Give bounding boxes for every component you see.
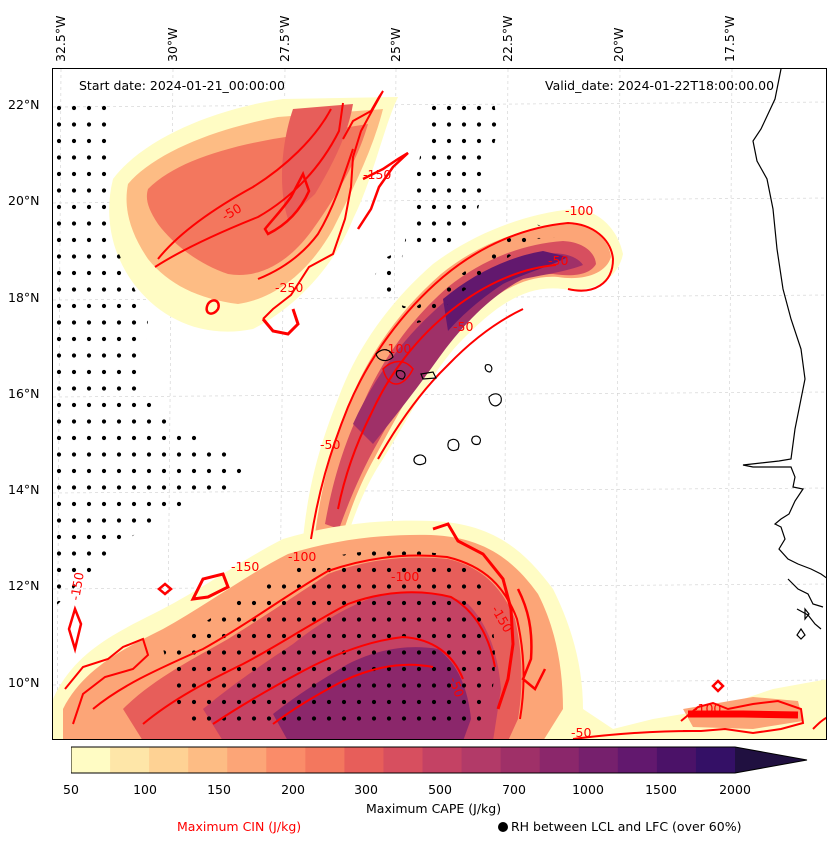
colorbar-cell [110,747,150,773]
cin-label: -100 [693,701,721,716]
cin-label: -50 [320,437,340,452]
rh-legend-label: RH between LCL and LFC (over 60%) [511,819,742,834]
map-canvas: -50 -100 -150 -250 -50 -100 -150 -50 -10… [53,69,826,740]
cin-legend-label: Maximum CIN (J/kg) [177,819,302,834]
colorbar-cell [461,747,502,773]
colorbar-tick: 700 [502,782,526,797]
valid-date: Valid_date: 2024-01-22T18:00:00.00 [545,78,775,93]
colorbar-cell [71,747,111,773]
colorbar-tick: 1500 [645,782,677,797]
colorbar-cell [656,747,697,773]
colorbar-tick: 50 [63,782,79,797]
colorbar-tick: 100 [133,782,157,797]
cin-label: -100 [383,341,411,356]
colorbar-extend-arrow [735,747,807,773]
colorbar-cell [149,747,189,773]
cin-label: -50 [548,253,568,268]
cin-label: -50 [571,725,591,740]
colorbar-cell [500,747,541,773]
cin-label: -100 [565,203,593,218]
colorbar-cell [617,747,658,773]
cin-label: -150 [231,559,259,574]
cin-label: -250 [275,280,303,295]
colorbar-cell [539,747,580,773]
lat-label-22n: 22°N [8,97,40,112]
colorbar-tick: 500 [428,782,452,797]
lat-label-14n: 14°N [8,482,40,497]
rh-dot-icon [498,822,508,832]
lon-label-17-5w: 17.5°W [722,15,737,62]
colorbar-tick: 300 [354,782,378,797]
lat-label-12n: 12°N [8,578,40,593]
colorbar-cell [266,747,306,773]
cin-label: -100 [288,549,316,564]
colorbar-cell [188,747,228,773]
start-date: Start date: 2024-01-21_00:00:00 [79,78,285,93]
colorbar-cell [344,747,384,773]
cin-contours [64,90,826,739]
lon-label-27-5w: 27.5°W [277,15,292,62]
lon-label-32-5w: 32.5°W [53,15,68,62]
cape-fill-northwest [109,97,398,332]
colorbar-label: Maximum CAPE (J/kg) [366,801,502,816]
cin-label: -50 [446,675,467,699]
cin-label: -150 [67,571,87,602]
lat-label-16n: 16°N [8,386,40,401]
colorbar-cell [305,747,345,773]
lon-label-30w: 30°W [165,27,180,62]
cin-label: -100 [391,569,419,584]
colorbar-cell [578,747,619,773]
lon-label-25w: 25°W [388,27,403,62]
colorbar-tick: 2000 [719,782,751,797]
lon-label-20w: 20°W [611,27,626,62]
rh-legend: RH between LCL and LFC (over 60%) [498,819,741,834]
cape-colorbar [71,746,808,774]
lat-label-18n: 18°N [8,290,40,305]
lat-label-10n: 10°N [8,675,40,690]
colorbar-tick: 150 [207,782,231,797]
cin-label: -50 [453,319,473,334]
lon-label-22-5w: 22.5°W [500,15,515,62]
lat-label-20n: 20°N [8,193,40,208]
colorbar-cell [227,747,267,773]
colorbar-cell [695,747,736,773]
map-panel: -50 -100 -150 -250 -50 -100 -150 -50 -10… [52,68,827,740]
coastlines [375,69,826,640]
cin-label: -150 [363,167,391,182]
rh-stippling [53,94,568,724]
colorbar-cell [383,747,424,773]
colorbar-tick: 200 [281,782,305,797]
colorbar-tick: 1000 [572,782,604,797]
cape-fill-arc [303,209,623,549]
colorbar-cell [422,747,463,773]
